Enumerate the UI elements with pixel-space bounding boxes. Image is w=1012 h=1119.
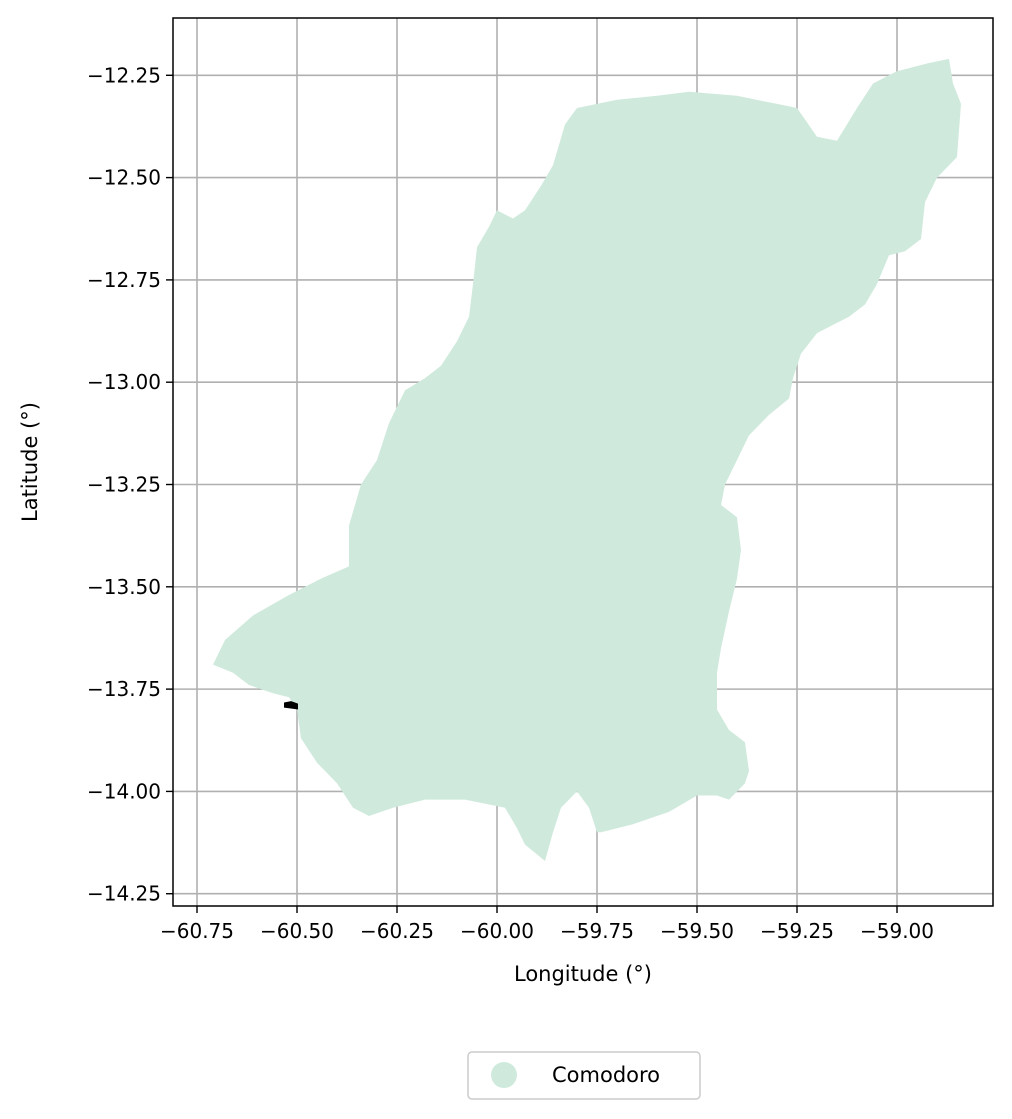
y-tick-label: −14.00	[87, 779, 161, 803]
y-tick-label: −14.25	[87, 882, 161, 906]
legend-label-comodoro: Comodoro	[552, 1063, 660, 1087]
x-tick-label: −60.75	[160, 919, 234, 943]
location-marker	[284, 701, 298, 710]
y-tick-label: −12.50	[87, 166, 161, 190]
legend-swatch-comodoro	[491, 1062, 517, 1088]
region-comodoro	[213, 58, 961, 861]
y-tick-label: −12.75	[87, 268, 161, 292]
y-tick-label: −13.75	[87, 677, 161, 701]
map-layer	[213, 58, 961, 861]
x-tick-label: −60.25	[360, 919, 434, 943]
x-tick-label: −60.50	[260, 919, 334, 943]
x-axis-label: Longitude (°)	[514, 962, 652, 986]
axis-ticks: −60.75 −60.50 −60.25 −60.00 −59.75 −59.50 −59.…	[87, 63, 934, 943]
x-tick-label: −59.75	[560, 919, 634, 943]
y-tick-label: −13.25	[87, 473, 161, 497]
x-tick-label: −60.00	[460, 919, 534, 943]
x-tick-label: −59.25	[760, 919, 834, 943]
x-tick-label: −59.00	[860, 919, 934, 943]
y-tick-label: −13.50	[87, 575, 161, 599]
legend-box	[467, 1051, 701, 1100]
plot-frame	[172, 17, 994, 907]
y-axis-label: Latitude (°)	[18, 402, 42, 522]
y-tick-label: −12.25	[87, 63, 161, 87]
legend: Comodoro	[467, 1051, 701, 1100]
y-tick-label: −13.00	[87, 370, 161, 394]
x-tick-label: −59.50	[660, 919, 734, 943]
